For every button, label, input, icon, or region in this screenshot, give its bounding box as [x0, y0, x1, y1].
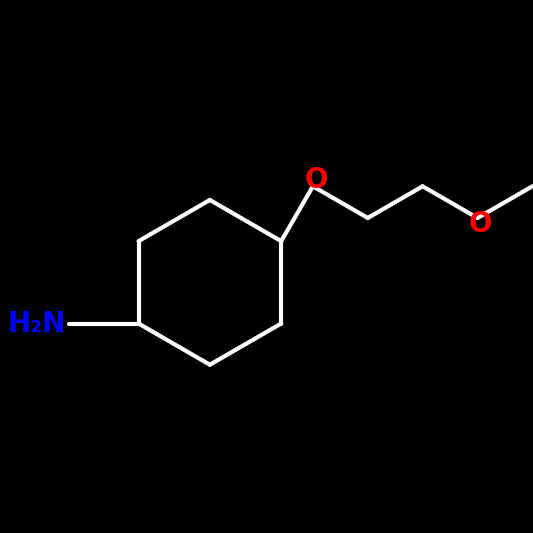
Text: H₂N: H₂N	[7, 310, 66, 337]
Text: O: O	[469, 211, 492, 238]
Text: O: O	[304, 166, 328, 194]
